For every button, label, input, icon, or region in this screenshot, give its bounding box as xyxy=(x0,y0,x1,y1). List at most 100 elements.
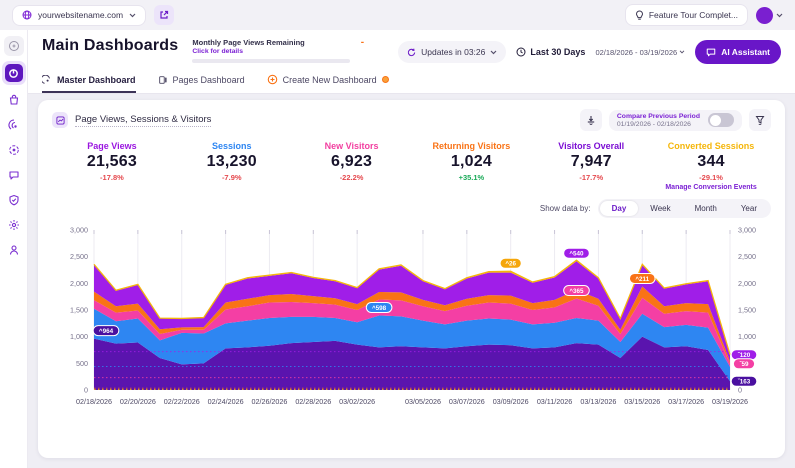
card-title: Page Views, Sessions & Visitors xyxy=(75,113,212,127)
metric-delta: +35.1% xyxy=(458,173,485,182)
svg-text:3,000: 3,000 xyxy=(70,226,88,235)
dashboard-active-square xyxy=(4,64,23,82)
compare-label: Compare Previous Period xyxy=(616,112,700,120)
sidebar-item-messages[interactable] xyxy=(4,165,24,185)
svg-text:02/28/2026: 02/28/2026 xyxy=(295,397,331,406)
sidebar-item-analytics[interactable] xyxy=(4,115,24,135)
plus-circle-icon xyxy=(267,74,277,85)
svg-text:02/18/2026: 02/18/2026 xyxy=(76,397,112,406)
svg-text:02/22/2026: 02/22/2026 xyxy=(164,397,200,406)
metric-delta: -17.7% xyxy=(579,173,604,182)
sidebar-item-dashboards[interactable] xyxy=(1,61,26,85)
tab-master-dashboard[interactable]: Master Dashboard xyxy=(42,75,136,93)
metric-delta: -17.8% xyxy=(100,173,124,182)
sidebar-item-security[interactable] xyxy=(4,190,24,210)
show-data-by-row: Show data by: Day Week Month Year xyxy=(52,199,771,218)
shield-check-icon xyxy=(8,194,19,206)
ai-assistant-label: AI Assistant xyxy=(721,47,770,57)
svg-text:03/05/2026: 03/05/2026 xyxy=(405,397,441,406)
account-menu[interactable] xyxy=(756,6,783,24)
svg-text:2,500: 2,500 xyxy=(738,252,756,261)
gear-icon xyxy=(8,220,19,230)
signal-waves-icon xyxy=(8,119,17,130)
metric-new-visitors[interactable]: New Visitors 6,923 -22.2% xyxy=(292,141,412,191)
orbit-target-icon xyxy=(8,145,19,155)
metric-label: Visitors Overall xyxy=(558,141,625,151)
manage-conversion-events-link[interactable]: Manage Conversion Events xyxy=(665,184,757,191)
metric-value: 6,923 xyxy=(331,153,373,170)
sidebar xyxy=(0,30,28,468)
page-title: Main Dashboards xyxy=(42,37,179,54)
user-icon xyxy=(9,245,18,255)
metric-delta: -29.1% xyxy=(699,173,723,182)
sidebar-item-audience[interactable] xyxy=(4,140,24,160)
metric-returning-visitors[interactable]: Returning Visitors 1,024 +35.1% xyxy=(411,141,531,191)
chevron-down-icon xyxy=(679,50,685,54)
filter-button[interactable] xyxy=(749,109,771,131)
svg-text:2,000: 2,000 xyxy=(738,279,756,288)
granularity-day[interactable]: Day xyxy=(599,201,639,216)
quota-details-link[interactable]: Click for details xyxy=(192,48,243,55)
tab-pages-dashboard[interactable]: Pages Dashboard xyxy=(158,75,245,93)
tab-label: Master Dashboard xyxy=(57,75,136,85)
svg-text:1,000: 1,000 xyxy=(70,332,88,341)
dashboard-tabs: Master Dashboard Pages Dashboard Create … xyxy=(28,69,795,93)
area-chart-icon xyxy=(55,115,65,125)
sidebar-item-settings[interactable] xyxy=(4,215,24,235)
page-header: Main Dashboards Monthly Page Views Remai… xyxy=(28,30,795,94)
pages-dashboard-icon xyxy=(158,76,167,84)
sidebar-menu-toggle[interactable] xyxy=(3,36,24,56)
compare-range: 01/19/2026 - 02/18/2026 xyxy=(616,120,691,128)
svg-text:03/02/2026: 03/02/2026 xyxy=(339,397,375,406)
updates-dropdown[interactable]: Updates in 03:26 xyxy=(398,41,507,63)
svg-text:3,000: 3,000 xyxy=(738,226,756,235)
header-row: Main Dashboards Monthly Page Views Remai… xyxy=(28,30,795,64)
svg-text:03/13/2026: 03/13/2026 xyxy=(580,397,616,406)
shopping-bag-icon xyxy=(9,94,18,105)
sidebar-item-profile[interactable] xyxy=(4,240,24,260)
metric-page-views[interactable]: Page Views 21,563 -17.8% xyxy=(52,141,172,191)
svg-text:03/17/2026: 03/17/2026 xyxy=(668,397,704,406)
sidebar-item-store[interactable] xyxy=(4,90,24,110)
metric-label: Converted Sessions xyxy=(667,141,755,151)
ai-assistant-button[interactable]: AI Assistant xyxy=(695,40,781,64)
metric-value: 13,230 xyxy=(206,153,257,170)
widget-icon xyxy=(52,112,68,128)
open-site-button[interactable] xyxy=(154,5,175,25)
metric-sessions[interactable]: Sessions 13,230 -7.9% xyxy=(172,141,292,191)
overview-card: Page Views, Sessions & Visitors Compare … xyxy=(38,100,785,458)
menu-toggle-icon xyxy=(8,41,19,51)
compare-toggle[interactable] xyxy=(708,113,734,127)
master-dashboard-icon xyxy=(42,75,50,84)
metric-label: Returning Visitors xyxy=(432,141,511,151)
granularity-month[interactable]: Month xyxy=(694,204,717,213)
site-selector[interactable]: yourwebsitename.com xyxy=(12,4,147,26)
globe-icon xyxy=(22,10,32,20)
date-range-value: 02/18/2026 - 03/19/2026 xyxy=(595,47,678,57)
lightbulb-icon xyxy=(635,9,643,20)
chart: 02/18/2026 02/20/2026 02/22/2026 02/24/2026… xyxy=(52,222,771,425)
site-domain: yourwebsitename.com xyxy=(38,10,124,20)
metric-visitors-overall[interactable]: Visitors Overall 7,947 -17.7% xyxy=(531,141,651,191)
metric-converted-sessions[interactable]: Converted Sessions 344 -29.1% Manage Con… xyxy=(651,141,771,191)
metric-value: 21,563 xyxy=(86,153,137,170)
tab-label: Pages Dashboard xyxy=(172,75,245,85)
date-range-picker[interactable]: 02/18/2026 - 03/19/2026 xyxy=(595,48,685,57)
svg-text:02/20/2026: 02/20/2026 xyxy=(120,397,156,406)
range-preset-label: Last 30 Days xyxy=(530,47,586,57)
svg-text:ˇ163: ˇ163 xyxy=(738,378,751,386)
range-preset[interactable]: Last 30 Days xyxy=(516,47,585,57)
export-button[interactable] xyxy=(579,109,602,131)
svg-text:0: 0 xyxy=(84,386,88,395)
feature-tour-button[interactable]: Feature Tour Complet... xyxy=(624,4,748,26)
granularity-week[interactable]: Week xyxy=(650,204,671,213)
svg-text:1,500: 1,500 xyxy=(70,306,88,315)
quota-label: Monthly Page Views Remaining xyxy=(192,38,305,47)
granularity-year[interactable]: Year xyxy=(740,204,757,213)
main-content: Page Views, Sessions & Visitors Compare … xyxy=(28,94,795,468)
quota-block: Monthly Page Views Remaining - Click for… xyxy=(192,37,364,63)
svg-text:0: 0 xyxy=(738,386,742,395)
tab-create-new-dashboard[interactable]: Create New Dashboard xyxy=(267,74,389,93)
quota-progress-bar xyxy=(192,59,351,63)
svg-text:03/11/2026: 03/11/2026 xyxy=(537,397,572,406)
